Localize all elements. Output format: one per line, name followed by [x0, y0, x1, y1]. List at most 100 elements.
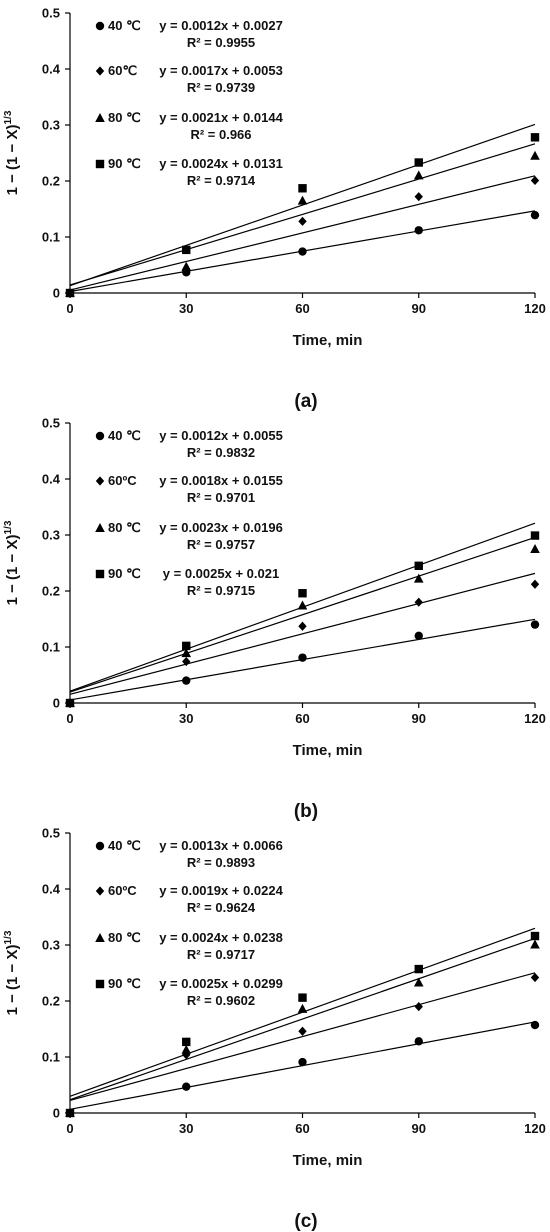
trendline-equation: y = 0.0012x + 0.0055 [159, 428, 283, 443]
data-point-triangle [413, 573, 424, 583]
data-point-diamond [414, 1002, 423, 1012]
trendline-equation: y = 0.0025x + 0.021 [163, 566, 279, 581]
data-point-circle [298, 247, 307, 256]
trendline-r-squared: R² = 0.9701 [187, 490, 255, 505]
data-point-diamond [182, 1050, 191, 1060]
trendline-r-squared: R² = 0.966 [190, 127, 251, 142]
x-tick-label: 0 [66, 711, 73, 726]
data-point-diamond [414, 597, 423, 607]
data-point-circle [298, 1057, 307, 1067]
y-tick-label: 0.5 [42, 416, 60, 431]
y-axis-title-main: 1 − (1 − X) [4, 535, 21, 606]
y-tick-label: 0.4 [42, 882, 61, 897]
data-point-diamond [298, 1026, 307, 1036]
trendline-r-squared: R² = 0.9739 [187, 80, 255, 95]
y-tick-label: 0.2 [42, 994, 60, 1009]
x-tick-label: 90 [412, 301, 426, 316]
trendline-equation: y = 0.0024x + 0.0131 [159, 156, 283, 171]
y-axis-title: 1 − (1 − X)1/3 [3, 520, 21, 605]
legend-series-name: 90 ℃ [108, 976, 141, 991]
y-axis-title: 1 − (1 − X)1/3 [3, 930, 21, 1015]
trendline-r-squared: R² = 0.9715 [187, 583, 255, 598]
legend-marker-triangle [95, 933, 105, 942]
data-point-diamond [298, 621, 307, 631]
data-point-triangle [413, 977, 424, 987]
legend-marker-circle [95, 841, 105, 851]
trendline-equation: y = 0.0017x + 0.0053 [159, 63, 283, 78]
y-axis-title-main: 1 − (1 − X) [4, 945, 21, 1016]
x-axis-title: Time, min [293, 1152, 363, 1169]
data-point-square [298, 184, 307, 193]
x-tick-label: 90 [412, 711, 426, 726]
panel-label: (a) [294, 391, 317, 412]
x-tick-label: 60 [295, 1121, 309, 1136]
y-tick-label: 0.5 [42, 826, 60, 841]
legend-series-name: 80 ℃ [108, 110, 141, 125]
data-point-circle [182, 1082, 191, 1091]
y-tick-label: 0.1 [42, 640, 60, 655]
legend-marker-square [95, 979, 105, 989]
data-point-diamond [414, 192, 423, 202]
y-tick-label: 0.2 [42, 584, 60, 599]
data-point-circle [182, 676, 191, 685]
trendline-equation: y = 0.0013x + 0.0066 [159, 838, 283, 853]
x-tick-label: 30 [179, 1121, 193, 1136]
trendline-3 [69, 536, 536, 693]
data-point-diamond [182, 656, 191, 667]
trendline-4 [69, 123, 536, 287]
legend-marker-circle [95, 21, 105, 31]
panel-label: (c) [294, 1211, 317, 1232]
y-tick-label: 0.3 [42, 528, 60, 543]
trendline-2 [69, 572, 536, 695]
legend-marker-triangle [95, 113, 105, 122]
x-tick-label: 120 [524, 1121, 546, 1136]
trendline-3 [69, 143, 536, 286]
y-tick-label: 0.4 [42, 472, 61, 487]
trendline-equation: y = 0.0012x + 0.0027 [159, 18, 283, 33]
data-point-triangle [530, 939, 540, 949]
x-tick-label: 30 [179, 301, 193, 316]
y-tick-label: 0 [53, 696, 60, 711]
x-axis-title: Time, min [293, 742, 363, 759]
data-point-circle [298, 653, 307, 662]
data-point-square [65, 698, 75, 708]
data-point-triangle [530, 544, 540, 553]
trendline-r-squared: R² = 0.9602 [187, 993, 255, 1008]
data-point-diamond [298, 216, 307, 226]
x-tick-label: 30 [179, 711, 193, 726]
data-point-circle [414, 631, 423, 640]
panel-label: (b) [294, 801, 318, 822]
x-tick-label: 60 [295, 301, 309, 316]
trendline-equation: y = 0.0023x + 0.0196 [159, 520, 283, 535]
trendline-equation: y = 0.0019x + 0.0224 [159, 883, 283, 898]
data-point-triangle [181, 1044, 192, 1054]
data-point-square [530, 531, 540, 540]
data-point-diamond [530, 579, 540, 589]
data-point-diamond [530, 175, 540, 186]
y-axis-title-superscript: 1/3 [3, 930, 14, 944]
trendline-r-squared: R² = 0.9757 [187, 537, 255, 552]
y-tick-label: 0 [53, 286, 60, 301]
y-tick-label: 0.1 [42, 230, 60, 245]
y-tick-label: 0.3 [42, 118, 60, 133]
legend-marker-diamond [95, 886, 105, 896]
trendline-r-squared: R² = 0.9832 [187, 445, 255, 460]
x-tick-label: 0 [66, 301, 73, 316]
x-tick-label: 90 [412, 1121, 426, 1136]
trendline-2 [69, 972, 536, 1102]
trendline-equation: y = 0.0025x + 0.0299 [159, 976, 283, 991]
y-tick-label: 0.3 [42, 938, 60, 953]
chart-panel-3: 0 0.1 0.2 0.3 0.4 0.5 0 30 60 90 120 Time, min 1 − (… [3, 826, 546, 1232]
data-point-circle [530, 210, 540, 220]
legend-marker-diamond [95, 66, 105, 76]
y-axis-title: 1 − (1 − X)1/3 [3, 110, 21, 195]
y-tick-label: 0.2 [42, 174, 60, 189]
y-axis-title-superscript: 1/3 [3, 110, 14, 124]
data-point-square [182, 245, 191, 255]
data-point-square [65, 288, 75, 298]
x-tick-label: 0 [66, 1121, 73, 1136]
chart-panel-1: 0 0.1 0.2 0.3 0.4 0.5 0 30 60 90 120 Time, min 1 − (… [3, 6, 546, 413]
x-axis-title: Time, min [293, 332, 363, 349]
